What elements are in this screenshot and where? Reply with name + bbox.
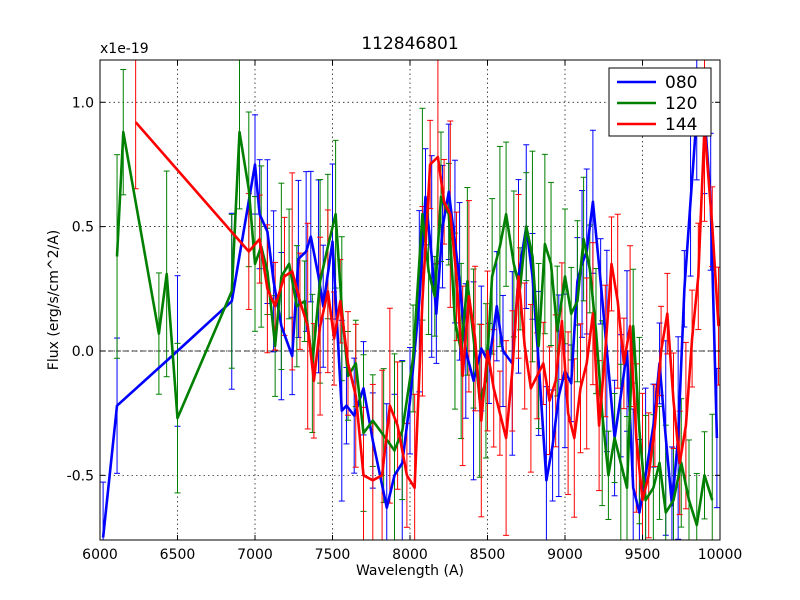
x-tick-label: 6000 xyxy=(82,547,118,563)
x-tick-label: 8500 xyxy=(470,547,506,563)
legend-label-080: 080 xyxy=(665,73,697,93)
legend-label-144: 144 xyxy=(665,115,697,135)
x-tick-labels: 6000 6500 7000 7500 8000 8500 9000 9500 10000 xyxy=(82,547,742,563)
chart-title: 112846801 xyxy=(361,34,458,54)
x-axis-label: Wavelength (A) xyxy=(356,563,464,579)
x-tick-label: 9500 xyxy=(625,547,661,563)
x-tick-label: 9000 xyxy=(547,547,583,563)
x-tick-label: 6500 xyxy=(160,547,196,563)
x-tick-label: 10000 xyxy=(698,547,743,563)
y-axis-label: Flux (erg/s/cm^2/A) xyxy=(46,230,62,370)
y-tick-label: 0.5 xyxy=(72,220,94,236)
y-tick-label: -0.5 xyxy=(67,468,94,484)
x-tick-label: 7500 xyxy=(315,547,351,563)
y-tick-label: 1.0 xyxy=(72,95,94,111)
series-lines xyxy=(101,113,720,538)
legend-label-120: 120 xyxy=(665,94,697,114)
offset-label: x1e-19 xyxy=(100,41,149,57)
tick-marks xyxy=(99,60,721,540)
series-line-080 xyxy=(101,113,719,538)
x-tick-label: 7000 xyxy=(237,547,273,563)
y-tick-labels: -0.5 0.0 0.5 1.0 xyxy=(67,95,94,484)
series-line-144 xyxy=(134,121,720,502)
y-tick-label: 0.0 xyxy=(72,344,94,360)
x-tick-label: 8000 xyxy=(392,547,428,563)
